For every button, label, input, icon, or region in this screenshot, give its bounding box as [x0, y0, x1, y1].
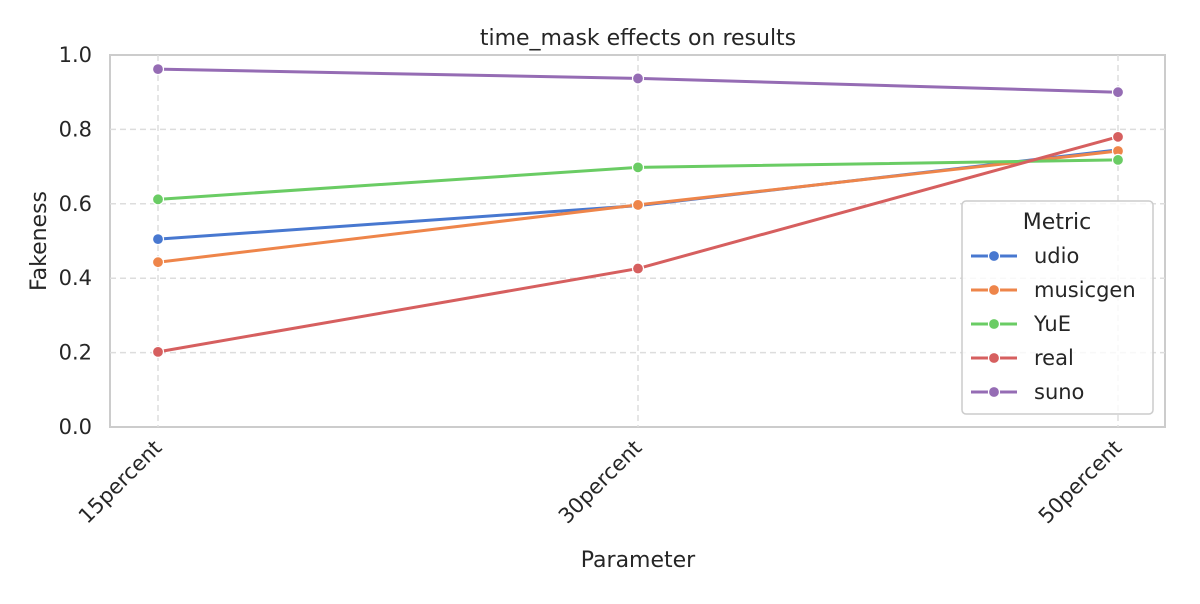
- data-point: [1111, 86, 1125, 99]
- series-musicgen: [151, 144, 1125, 269]
- legend-label: YuE: [1033, 312, 1071, 336]
- chart-title: time_mask effects on results: [480, 26, 796, 51]
- y-tick-label: 0.4: [59, 266, 92, 290]
- data-point: [151, 233, 165, 246]
- data-point: [631, 262, 645, 275]
- x-tick-label: 30percent: [554, 436, 647, 529]
- y-tick-label: 1.0: [59, 43, 92, 67]
- series-real: [151, 130, 1125, 358]
- legend-item-musicgen: musicgen: [971, 278, 1136, 302]
- x-axis-title: Parameter: [581, 548, 696, 573]
- legend-box: [961, 200, 1154, 415]
- y-tick-label: 0.0: [59, 415, 92, 439]
- series-layer: [151, 63, 1125, 358]
- legend-label: real: [1034, 346, 1074, 370]
- data-point: [151, 345, 165, 358]
- data-point: [151, 193, 165, 206]
- data-point: [631, 198, 645, 212]
- legend-label: udio: [1034, 244, 1079, 268]
- x-tick-label: 50percent: [1034, 436, 1127, 529]
- y-axis-title: Fakeness: [27, 191, 52, 291]
- legend-item-udio: udio: [971, 244, 1079, 268]
- legend-swatch-marker: [987, 351, 1001, 365]
- legend-item-suno: suno: [971, 380, 1084, 404]
- legend-item-real: real: [971, 346, 1074, 370]
- legend-item-yue: YuE: [971, 312, 1071, 336]
- series-suno: [151, 63, 1125, 99]
- y-tick-label: 0.2: [59, 341, 92, 365]
- legend-swatch-marker: [987, 385, 1001, 399]
- legend-swatch-marker: [987, 317, 1001, 331]
- legend-label: musicgen: [1034, 278, 1136, 302]
- legend: Metric udio musicgen YuE real suno: [961, 200, 1154, 415]
- data-point: [1111, 130, 1125, 143]
- series-yue: [151, 153, 1125, 206]
- data-point: [631, 161, 645, 174]
- data-point: [151, 256, 165, 269]
- y-tick-label: 0.6: [59, 192, 92, 216]
- data-point: [1111, 153, 1125, 167]
- data-point: [631, 72, 645, 85]
- x-tick-label: 15percent: [74, 436, 167, 529]
- legend-swatch-marker: [987, 283, 1001, 297]
- legend-title: Metric: [1023, 210, 1091, 235]
- legend-swatch-marker: [987, 249, 1001, 263]
- y-tick-label: 0.8: [59, 117, 92, 141]
- data-point: [151, 63, 165, 76]
- legend-label: suno: [1034, 380, 1084, 404]
